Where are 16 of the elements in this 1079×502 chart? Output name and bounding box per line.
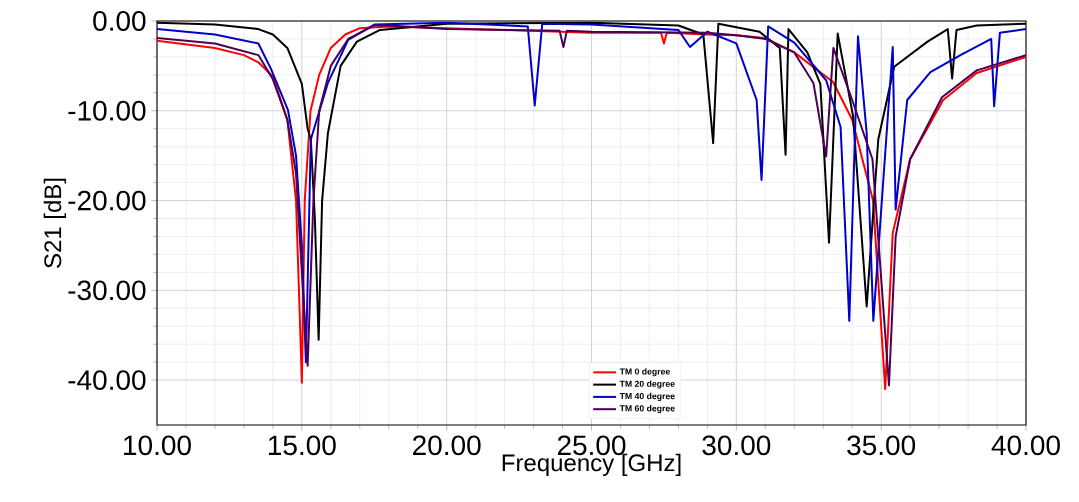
y-tick-label: -40.00 — [68, 370, 146, 391]
y-tick-label: 0.00 — [93, 11, 146, 31]
legend-label: TM 60 degree — [619, 405, 675, 414]
y-axis-title: S21 [dB] — [43, 178, 67, 268]
x-tick-label: 20.00 — [413, 435, 481, 456]
y-tick-label: -10.00 — [68, 100, 146, 121]
y-tick-label: -30.00 — [68, 280, 146, 301]
x-tick-label: 10.00 — [124, 435, 191, 456]
legend-label: TM 40 degree — [619, 392, 675, 401]
x-tick-label: 35.00 — [847, 435, 916, 456]
x-tick-label: 30.00 — [702, 435, 771, 456]
y-tick-label: -20.00 — [68, 190, 146, 211]
legend-label: TM 0 degree — [619, 368, 670, 377]
x-tick-label: 40.00 — [991, 435, 1060, 456]
legend-label: TM 20 degree — [619, 380, 675, 389]
x-tick-label: 15.00 — [268, 435, 336, 456]
